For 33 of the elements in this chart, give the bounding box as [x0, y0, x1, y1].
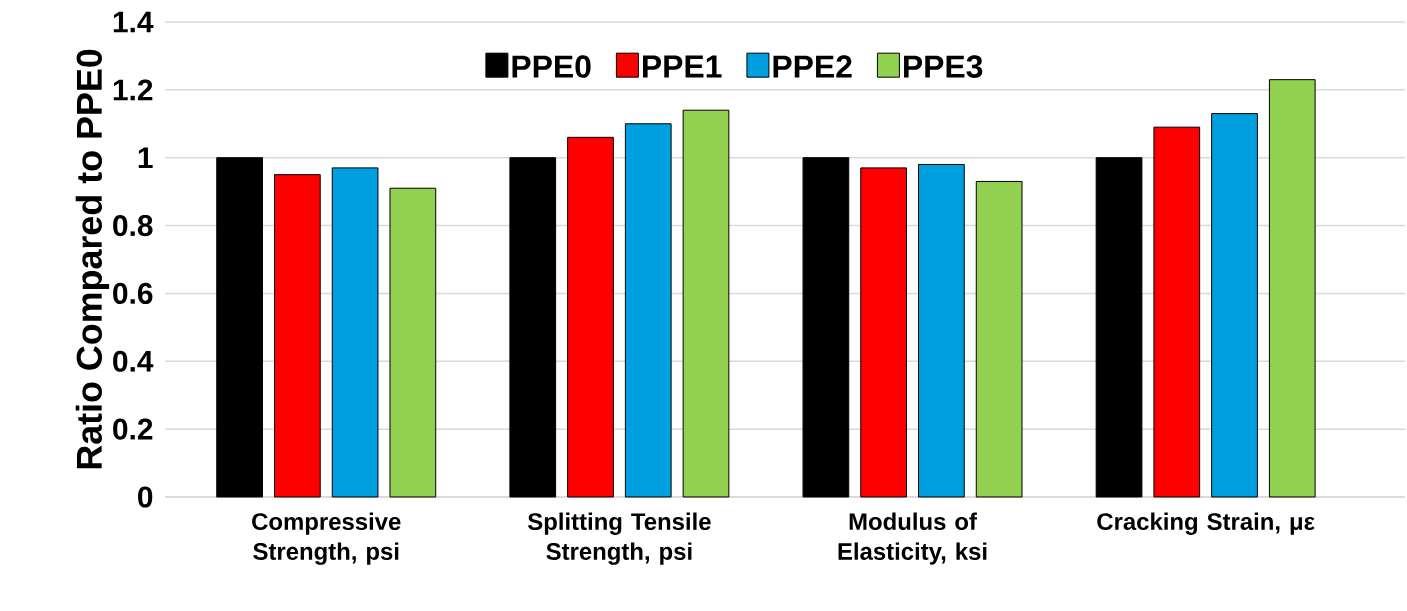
- y-tick-label: 0.6: [113, 282, 153, 304]
- x-tick-label: Cracking Strain, με: [1097, 512, 1315, 535]
- bar: [567, 136, 614, 498]
- bar: [1211, 113, 1258, 498]
- bar: [624, 123, 672, 498]
- y-tick-label: 1.4: [113, 11, 154, 33]
- y-axis-title: Ratio Compared to PPE0: [75, 49, 110, 469]
- bar: [802, 157, 850, 498]
- y-tick-label: 0.4: [113, 350, 154, 372]
- legend-label: PPE1: [643, 55, 722, 78]
- bar: [860, 167, 907, 498]
- y-tick-label: 1.2: [113, 79, 153, 101]
- bar: [216, 157, 263, 498]
- y-tick-label: 0.8: [113, 214, 153, 237]
- bar: [682, 109, 730, 498]
- bar: [1268, 79, 1316, 498]
- legend-label: PPE2: [773, 55, 852, 78]
- bar: [975, 180, 1023, 498]
- bar: [918, 163, 965, 498]
- y-tick-label: 1: [138, 147, 153, 168]
- bar: [331, 167, 379, 498]
- bar: [389, 187, 437, 498]
- bar: [1153, 126, 1201, 498]
- legend-label: PPE3: [904, 55, 983, 78]
- x-tick-label: Compressive Strength, psi: [252, 512, 401, 565]
- legend-label: PPE0: [512, 55, 591, 78]
- bar: [1095, 157, 1143, 498]
- y-tick-label: 0: [138, 486, 153, 508]
- bar: [274, 174, 321, 498]
- y-tick-label: 0.2: [113, 418, 153, 440]
- bar: [509, 157, 557, 498]
- x-tick-label: Modulus of Elasticity, ksi: [838, 512, 987, 565]
- x-tick-label: Splitting Tensile Strength, psi: [527, 512, 711, 565]
